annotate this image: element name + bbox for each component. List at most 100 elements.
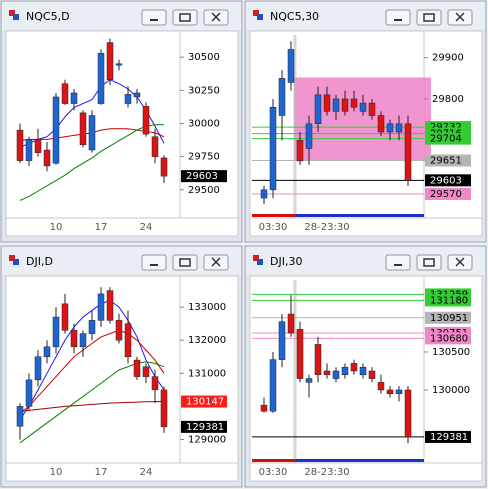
candle-body — [142, 366, 150, 377]
window-title: NQC5,D — [26, 10, 70, 23]
title-bar — [246, 247, 485, 275]
candle-body — [160, 157, 168, 177]
price-tag-label: 129381 — [430, 432, 468, 443]
moving-average — [19, 124, 164, 201]
price-tag — [425, 187, 471, 200]
candle-body — [34, 356, 42, 381]
window-button[interactable] — [172, 254, 198, 271]
price-tag — [425, 121, 471, 134]
button-glyph — [179, 258, 191, 267]
price-tag — [425, 132, 471, 145]
candle-body — [260, 189, 268, 199]
x-tick-label: 03:30 — [259, 467, 288, 478]
title-bar — [246, 2, 485, 30]
y-tick-label: 30250 — [188, 85, 220, 96]
candle-body — [16, 129, 24, 161]
price-tag — [181, 420, 227, 433]
candle-body — [287, 313, 295, 334]
x-tick-label: 24 — [140, 222, 153, 233]
x-tick-label: 28-23:30 — [304, 467, 349, 478]
y-tick-label: 130000 — [432, 385, 470, 396]
candle-body — [341, 366, 349, 376]
candle-body — [386, 123, 394, 133]
candle-body — [106, 42, 114, 80]
candle-body — [151, 376, 159, 391]
button-glyph — [423, 258, 435, 267]
candle-body — [25, 379, 33, 407]
candle-body — [386, 389, 394, 395]
candle-body — [97, 52, 105, 104]
price-tag — [425, 294, 471, 307]
button-glyph — [423, 13, 435, 22]
moving-average — [19, 79, 165, 148]
price-tag — [181, 170, 227, 183]
candle-body — [88, 320, 96, 334]
window-icon — [257, 259, 263, 265]
candle-body — [260, 404, 268, 412]
candle-body — [61, 83, 69, 104]
candle-body — [287, 49, 295, 83]
button-glyph — [455, 12, 465, 22]
candle-body — [377, 115, 385, 133]
window-button[interactable] — [416, 254, 442, 271]
price-tag-label: 129381 — [186, 422, 224, 433]
session-bar — [252, 214, 424, 217]
y-tick-label: 133000 — [188, 302, 226, 313]
candle-body — [16, 406, 24, 427]
candle-body — [404, 389, 412, 438]
window-button[interactable] — [141, 9, 167, 26]
candle-body — [296, 328, 304, 379]
price-tag-label: 131180 — [430, 295, 468, 306]
candle-body — [377, 382, 385, 391]
x-tick-label: 28-23:30 — [304, 222, 349, 233]
candle-body — [88, 115, 96, 151]
window-button[interactable] — [172, 9, 198, 26]
button-glyph — [211, 257, 221, 267]
candle-body — [124, 323, 132, 358]
candle-body — [350, 363, 358, 372]
candle-body — [314, 344, 322, 376]
candle-body — [70, 330, 78, 348]
price-tag-label: 29732 — [430, 122, 462, 133]
window-title: NQC5,30 — [270, 10, 319, 23]
button-glyph — [211, 12, 221, 22]
candle-body — [332, 370, 340, 379]
candle-body — [269, 359, 277, 412]
button-glyph — [179, 13, 191, 22]
candle-body — [160, 389, 168, 428]
candle-body — [305, 123, 313, 149]
x-tick-label: 10 — [50, 222, 63, 233]
window-button[interactable] — [385, 9, 411, 26]
window-button[interactable] — [385, 254, 411, 271]
window-title: DJI,30 — [270, 255, 302, 268]
candle-body — [314, 94, 322, 125]
window-button[interactable] — [141, 254, 167, 271]
window-icon — [257, 14, 263, 20]
price-tag — [425, 154, 471, 167]
candle-body — [395, 389, 403, 395]
price-tag — [425, 430, 471, 443]
y-tick-label: 129000 — [188, 434, 226, 445]
y-tick-label: 29800 — [432, 94, 464, 105]
y-tick-label: 130500 — [432, 347, 470, 358]
y-tick-label: 30000 — [188, 118, 220, 129]
candle-body — [115, 320, 123, 341]
window-icon — [253, 10, 259, 16]
candle-body — [124, 94, 132, 104]
window-button[interactable] — [416, 9, 442, 26]
chart-area — [249, 275, 483, 482]
window-title: DJI,D — [26, 255, 53, 268]
price-tag-label: 130680 — [430, 333, 468, 344]
price-tag — [181, 395, 227, 408]
candle-body — [52, 316, 60, 348]
moving-average — [19, 329, 165, 414]
price-tag-label: 29603 — [430, 175, 462, 186]
candle-body — [43, 149, 51, 167]
price-tag — [425, 311, 471, 324]
candle-body — [115, 63, 123, 66]
x-tick-label: 24 — [140, 467, 153, 478]
candle-body — [52, 96, 60, 164]
candle-body — [359, 366, 367, 376]
candle-body — [34, 139, 42, 153]
price-tag — [425, 332, 471, 345]
